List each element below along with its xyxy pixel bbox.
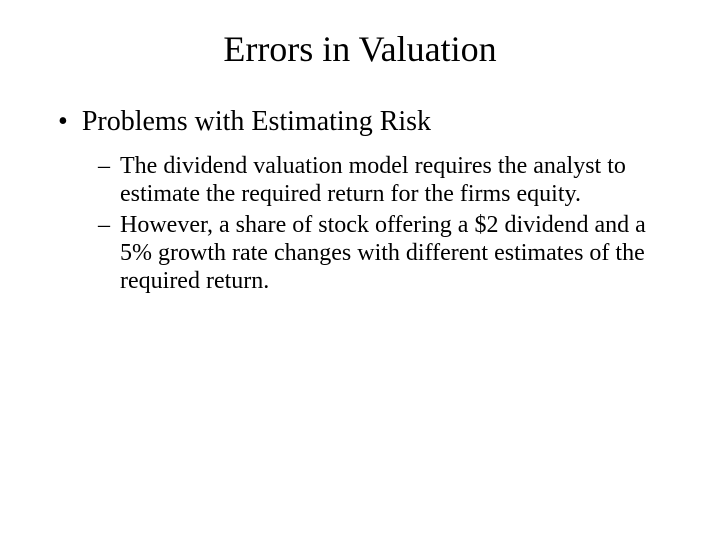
sub-bullet-text: However, a share of stock offering a $2 … xyxy=(120,211,672,296)
sub-bullet-item: – However, a share of stock offering a $… xyxy=(98,211,672,296)
dash-marker-icon: – xyxy=(98,211,110,239)
slide-title: Errors in Valuation xyxy=(48,28,672,70)
bullet-text: Problems with Estimating Risk xyxy=(82,106,431,138)
dash-marker-icon: – xyxy=(98,152,110,180)
bullet-marker-icon: • xyxy=(58,106,68,138)
sub-bullet-text: The dividend valuation model requires th… xyxy=(120,152,672,209)
sub-bullet-list: – The dividend valuation model requires … xyxy=(98,152,672,296)
bullet-item: • Problems with Estimating Risk xyxy=(58,106,672,138)
sub-bullet-item: – The dividend valuation model requires … xyxy=(98,152,672,209)
